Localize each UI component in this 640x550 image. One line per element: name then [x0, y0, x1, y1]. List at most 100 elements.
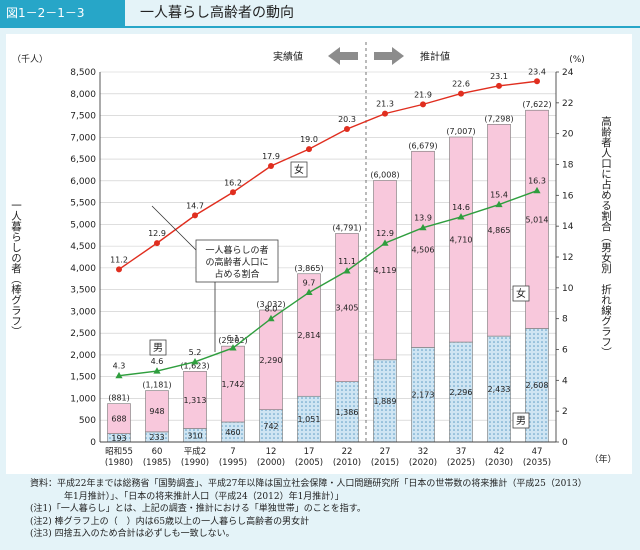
x-tick-label: 22	[342, 447, 353, 457]
x-tick-label: (2000)	[257, 458, 285, 468]
male-ratio-label: 13.9	[414, 214, 432, 223]
female-ratio-point	[344, 126, 350, 132]
y-right-tick-label: 16	[562, 191, 574, 201]
x-tick-label: 平成2	[184, 446, 206, 457]
y-left-tick-label: 4,000	[70, 264, 96, 274]
female-ratio-point	[154, 240, 160, 246]
y-left-tick-label: 4,500	[70, 242, 96, 252]
y-left-tick-label: 2,500	[70, 329, 96, 339]
female-ratio-point	[496, 83, 502, 89]
bar-male-value-label: 2,433	[488, 385, 511, 394]
note-2: (注2) 棒グラフ上の（ ）内は65歳以上の一人暮らし高齢者の男女計	[30, 516, 630, 529]
male-line-tag: 男	[153, 342, 163, 354]
bar-male-value-label: 2,296	[450, 388, 473, 397]
y-left-tick-label: 6,000	[70, 177, 96, 187]
y-left-tick-label: 7,000	[70, 133, 96, 143]
stacked-bar-line-chart: 193 688 (881) 233 948 (1,181) 310 1,313 (1,623) 4…	[0, 0, 640, 476]
male-ratio-label: 4.3	[113, 362, 126, 371]
female-ratio-label: 16.2	[224, 178, 242, 187]
bar-male-value-label: 310	[187, 431, 202, 440]
y-left-tick-label: 6,500	[70, 155, 96, 165]
x-tick-label: (2010)	[333, 458, 361, 468]
x-tick-label: (2025)	[447, 458, 475, 468]
bar-total-label: (881)	[108, 394, 130, 403]
y-left-tick-label: 3,000	[70, 307, 96, 317]
bar-female-value-label: 1,313	[184, 396, 207, 405]
bars: 193688(881)233948(1,181)3101,313(1,623)4…	[108, 100, 552, 443]
bar-male-value-label: 2,173	[412, 391, 435, 400]
x-tick-label: (1990)	[181, 458, 209, 468]
x-tick-label: (1980)	[105, 458, 133, 468]
female-ratio-point	[268, 163, 274, 169]
female-ratio-point	[458, 91, 464, 97]
bar-total-label: (6,679)	[408, 141, 437, 150]
bar-total-label: (1,181)	[142, 381, 171, 390]
x-tick-label: 7	[230, 447, 235, 457]
bar-female-value-label: 5,014	[526, 215, 549, 224]
callout-line-3: 占める割合	[214, 268, 259, 280]
female-ratio-point	[534, 78, 540, 84]
y-right-tick-label: 4	[562, 376, 568, 386]
bar-female-value-label: 4,119	[374, 266, 397, 275]
y-left-tick-label: 3,500	[70, 286, 96, 296]
bar-female-value-label: 1,742	[222, 380, 245, 389]
y-left-tick-label: 8,500	[70, 68, 96, 78]
y-right-tick-label: 12	[562, 253, 573, 263]
x-tick-label: (2015)	[371, 458, 399, 468]
female-ratio-point	[306, 146, 312, 152]
x-tick-label: (2030)	[485, 458, 513, 468]
projected-value-label: 推計値	[420, 50, 450, 63]
female-ratio-label: 21.9	[414, 90, 432, 99]
note-source-cont: 年1月推計）」、「日本の将来推計人口（平成24（2012）年1月推計）」	[30, 491, 630, 504]
y-left-tick-label: 5,500	[70, 199, 96, 209]
y-right-tick-label: 18	[562, 161, 574, 171]
y-right-tick-label: 2	[562, 407, 568, 417]
y-right-tick-label: 10	[562, 284, 574, 294]
x-tick-label: 32	[418, 447, 429, 457]
percentage-lines: 11.212.914.716.217.919.020.321.321.922.6…	[110, 67, 546, 378]
left-unit-label: （千人）	[12, 54, 48, 65]
bar-female-value-label: 2,814	[298, 331, 321, 340]
y-right-tick-label: 22	[562, 99, 573, 109]
male-ratio-label: 15.4	[490, 191, 508, 200]
bar-male-value-label: 1,051	[298, 415, 321, 424]
note-1: (注1)「一人暮らし」とは、上記の調査・推計における「単独世帯」のことを指す。	[30, 503, 630, 516]
bar-male-value-label: 460	[225, 428, 240, 437]
bar-male-value-label: 193	[111, 434, 126, 443]
male-ratio-label: 14.6	[452, 203, 470, 212]
female-ratio-point	[230, 189, 236, 195]
callout-line-2: の高齢者人口に	[205, 256, 268, 268]
bar-total-label: (3,865)	[294, 264, 323, 273]
y-right-tick-label: 20	[562, 130, 574, 140]
y-left-tick-label: 1,000	[70, 394, 96, 404]
female-ratio-label: 17.9	[262, 152, 280, 161]
female-ratio-label: 21.3	[376, 100, 394, 109]
bar-male-value-label: 1,386	[336, 408, 359, 417]
female-ratio-point	[116, 266, 122, 272]
male-ratio-label: 9.7	[303, 278, 316, 287]
x-tick-label: (2020)	[409, 458, 437, 468]
x-tick-label: (1995)	[219, 458, 247, 468]
y-left-tick-label: 1,500	[70, 373, 96, 383]
female-ratio-label: 20.3	[338, 115, 356, 124]
female-ratio-label: 19.0	[300, 135, 318, 144]
bar-total-label: (7,007)	[446, 127, 475, 136]
female-ratio-line	[119, 81, 537, 269]
bar-male-value-label: 1,889	[374, 397, 397, 406]
arrow-left-icon	[328, 47, 358, 65]
right-axis-title: 高齢者人口に占める割合（男女別 折れ線グラフ）	[600, 115, 612, 357]
y-right-tick-label: 6	[562, 346, 568, 356]
male-ratio-label: 11.1	[338, 257, 356, 266]
bar-female-value-label: 3,405	[336, 304, 359, 313]
male-ratio-label: 12.9	[376, 229, 394, 238]
y-right-tick-label: 14	[562, 222, 574, 232]
y-right-tick-label: 8	[562, 315, 568, 325]
bar-female-value-label: 948	[149, 407, 164, 416]
x-tick-label: 60	[152, 447, 163, 457]
x-tick-label: (2005)	[295, 458, 323, 468]
male-bar-tag: 男	[516, 415, 526, 427]
bar-total-label: (4,791)	[332, 223, 361, 232]
bar-male-value-label: 2,608	[526, 381, 549, 390]
x-tick-label: 27	[380, 447, 391, 457]
bar-female-value-label: 4,710	[450, 236, 473, 245]
